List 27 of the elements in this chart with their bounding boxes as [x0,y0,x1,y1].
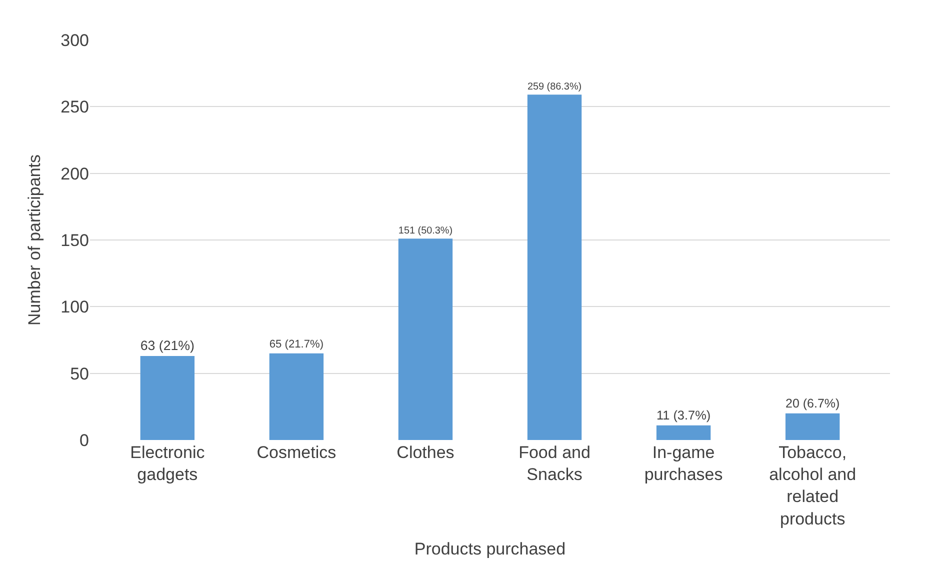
x-tick-label: Clothes [396,443,454,462]
y-tick-label: 0 [80,430,89,450]
data-label: 11 (3.7%) [656,407,711,422]
data-label: 63 (21%) [140,338,194,353]
y-tick-label: 100 [60,298,89,317]
y-axis-title: Number of participants [25,154,44,326]
bar [656,425,711,440]
y-tick-label: 200 [60,164,89,184]
bar [140,356,195,440]
x-tick-label: Food and Snacks [518,443,590,484]
data-label: 65 (21.7%) [269,338,324,351]
data-label: 259 (86.3%) [527,81,582,92]
bar [527,94,582,440]
x-axis-title: Products purchased [414,540,566,559]
data-label: 20 (6.7%) [785,396,840,410]
x-tick-label: Tobacco, alcohol and related products [769,443,856,528]
bar [398,238,453,440]
x-tick-label: Cosmetics [256,443,336,462]
x-tick-label: Electronic gadgets [130,443,206,484]
bar [269,353,324,440]
y-tick-label: 300 [60,30,89,50]
bar [785,413,840,440]
y-tick-label: 50 [70,364,89,384]
data-label: 151 (50.3%) [398,225,453,236]
y-tick-label: 250 [60,98,89,117]
y-tick-label: 150 [60,230,89,250]
x-tick-label: In-game purchases [644,443,723,484]
